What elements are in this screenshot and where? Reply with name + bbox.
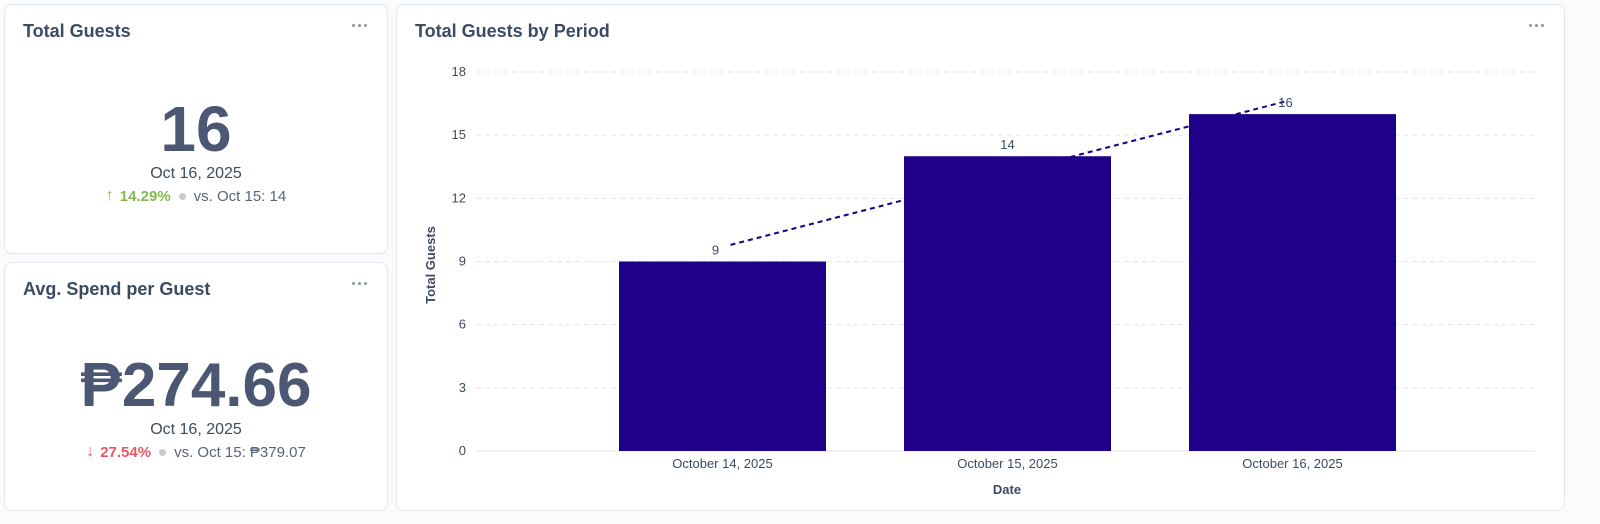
data-label: 16 [1278,95,1292,110]
ellipsis-icon [363,281,367,285]
y-tick-label: 15 [452,127,466,142]
card-title[interactable]: Total Guests [23,21,131,41]
arrow-down-icon: ↓ [86,443,95,460]
separator-dot [159,448,167,456]
change-percent: 27.54% [100,443,152,461]
y-tick-label: 0 [459,443,466,458]
y-tick-label: 12 [452,190,466,205]
comparison-row: ↑ 14.29% vs. Oct 15: 14 [106,187,286,205]
bar[interactable] [619,261,826,452]
total-guests-card: Total Guests 16 Oct 16, 2025 ↑ 14.29% vs… [4,4,388,254]
avg-spend-card: Avg. Spend per Guest ₱274.66 Oct 16, 202… [4,262,388,511]
ellipsis-icon [351,281,355,285]
x-tick-label: October 16, 2025 [1242,456,1342,471]
scalar-date: Oct 16, 2025 [150,165,242,182]
ellipsis-icon [363,23,367,27]
scalar-value: 16 [160,93,232,165]
ellipsis-icon [1528,23,1532,27]
comparison-row: ↓ 27.54% vs. Oct 15: ₱379.07 [86,443,306,461]
arrow-up-icon: ↑ [105,187,114,204]
card-menu-button[interactable] [1522,15,1550,35]
y-tick-label: 9 [459,254,466,269]
card-title[interactable]: Total Guests by Period [415,21,610,41]
card-menu-button[interactable] [345,273,373,293]
ellipsis-icon [1540,23,1544,27]
bar[interactable] [904,156,1111,451]
x-axis-label: Date [993,482,1021,497]
separator-dot [178,192,186,200]
comparison-text: vs. Oct 15: ₱379.07 [174,443,306,461]
data-label: 14 [1000,137,1014,152]
y-tick-label: 18 [452,64,466,79]
bar[interactable] [1189,114,1396,451]
comparison-text: vs. Oct 15: 14 [193,187,287,205]
y-axis-label: Total Guests [423,226,438,304]
x-tick-label: October 14, 2025 [672,456,772,471]
y-tick-label: 3 [459,380,466,395]
y-tick-label: 6 [459,317,466,332]
scalar-date: Oct 16, 2025 [150,421,242,438]
ellipsis-icon [351,23,355,27]
guests-by-period-card: Total Guests by Period 0 3 6 9 12 15 18 October… [396,4,1565,511]
change-percent: 14.29% [119,187,171,205]
bar-chart: 0 3 6 9 12 15 18 October 14, 2025 October 15, 20… [423,64,1535,497]
x-tick-label: October 15, 2025 [957,456,1057,471]
data-label: 9 [712,243,719,258]
ellipsis-icon [357,281,361,285]
ellipsis-icon [357,23,361,27]
scalar-value: ₱274.66 [80,351,312,420]
card-title[interactable]: Avg. Spend per Guest [23,279,211,299]
card-menu-button[interactable] [345,15,373,35]
ellipsis-icon [1534,23,1538,27]
